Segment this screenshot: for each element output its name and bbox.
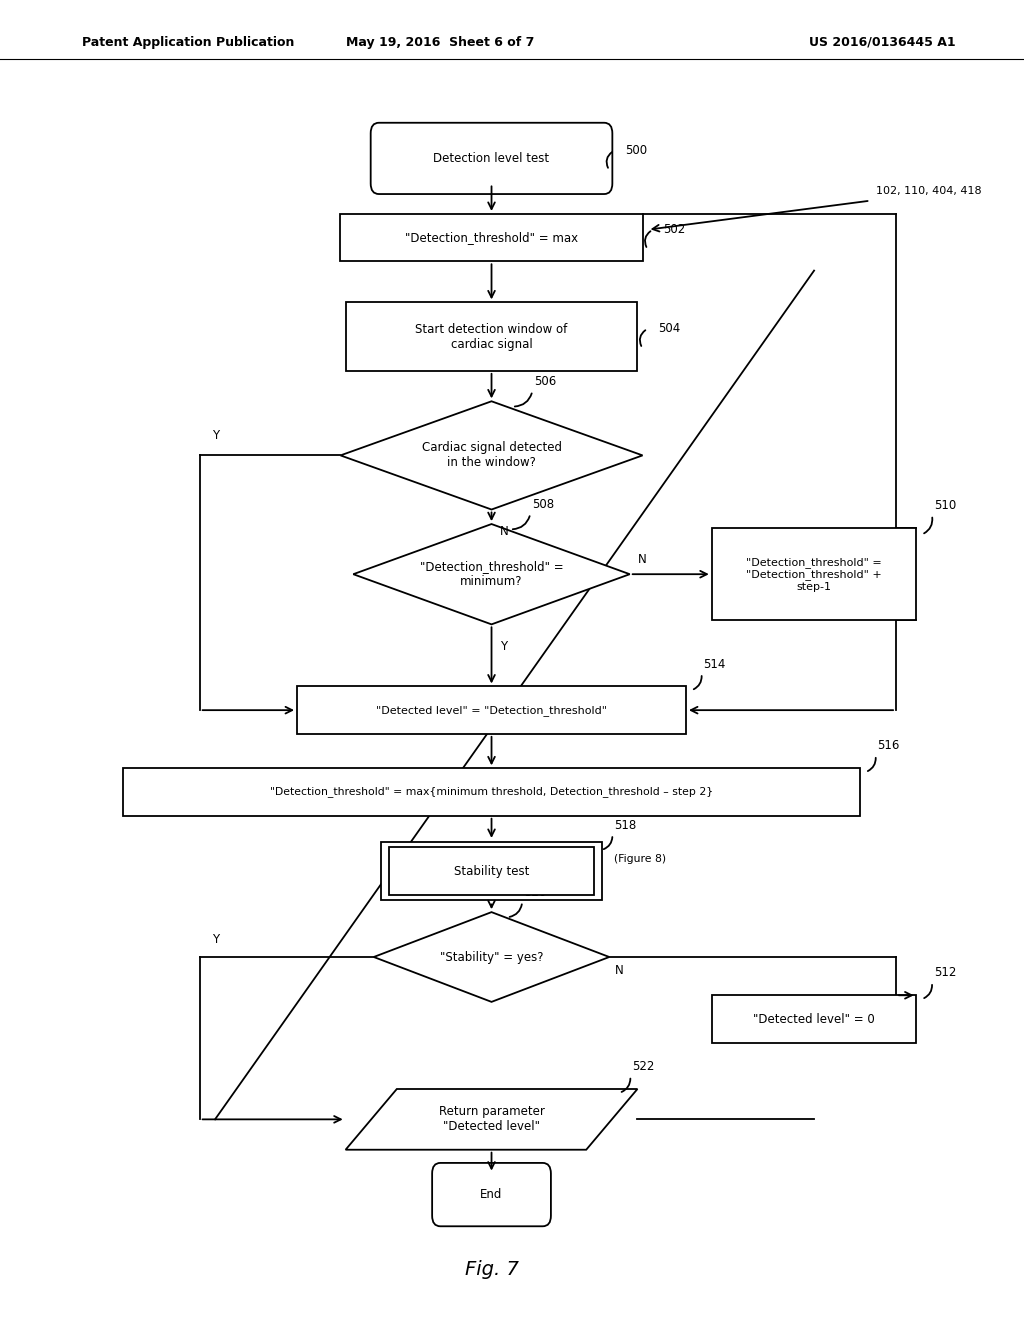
Text: Stability test: Stability test: [454, 865, 529, 878]
Text: Patent Application Publication: Patent Application Publication: [82, 36, 294, 49]
Bar: [712, 995, 916, 1043]
Text: US 2016/0136445 A1: US 2016/0136445 A1: [809, 36, 955, 49]
Text: 504: 504: [657, 322, 680, 335]
Text: "Detection_threshold" =
"Detection_threshold" +
step-1: "Detection_threshold" = "Detection_thres…: [746, 557, 882, 591]
Text: (Figure 8): (Figure 8): [614, 854, 667, 865]
Text: N: N: [638, 553, 647, 566]
Text: "Detection_threshold" = max: "Detection_threshold" = max: [404, 231, 579, 244]
Text: 518: 518: [614, 818, 637, 832]
Text: Y: Y: [500, 640, 507, 653]
Text: 510: 510: [934, 499, 956, 512]
Text: 500: 500: [625, 144, 647, 157]
Text: 502: 502: [664, 223, 685, 236]
Bar: [346, 302, 637, 371]
Polygon shape: [345, 1089, 637, 1150]
Text: "Detected level" = "Detection_threshold": "Detected level" = "Detection_threshold": [376, 705, 607, 715]
Bar: [381, 842, 602, 900]
Text: 508: 508: [532, 498, 555, 511]
FancyBboxPatch shape: [371, 123, 612, 194]
Bar: [340, 214, 643, 261]
Text: 520: 520: [524, 886, 547, 899]
Text: "Stability" = yes?: "Stability" = yes?: [439, 950, 544, 964]
Text: "Detection_threshold" = max{minimum threshold, Detection_threshold – step 2}: "Detection_threshold" = max{minimum thre…: [270, 787, 713, 797]
Text: "Detected level" = 0: "Detected level" = 0: [754, 1012, 874, 1026]
Bar: [123, 768, 860, 816]
Polygon shape: [353, 524, 630, 624]
Bar: [712, 528, 916, 620]
Text: Detection level test: Detection level test: [433, 152, 550, 165]
Text: 522: 522: [632, 1060, 654, 1073]
Bar: [389, 847, 594, 895]
Text: Y: Y: [212, 429, 219, 442]
Text: Cardiac signal detected
in the window?: Cardiac signal detected in the window?: [422, 441, 561, 470]
Text: 514: 514: [703, 657, 726, 671]
Text: 506: 506: [535, 375, 557, 388]
Polygon shape: [340, 401, 643, 510]
Text: 102, 110, 404, 418: 102, 110, 404, 418: [876, 186, 981, 197]
Text: N: N: [614, 964, 624, 977]
Bar: [297, 686, 686, 734]
Text: N: N: [500, 525, 509, 539]
Text: End: End: [480, 1188, 503, 1201]
Text: "Detection_threshold" =
minimum?: "Detection_threshold" = minimum?: [420, 560, 563, 589]
FancyBboxPatch shape: [432, 1163, 551, 1226]
Text: 512: 512: [934, 966, 956, 979]
Text: Return parameter
"Detected level": Return parameter "Detected level": [438, 1105, 545, 1134]
Text: Y: Y: [212, 933, 219, 946]
Polygon shape: [374, 912, 609, 1002]
Text: 516: 516: [878, 739, 900, 752]
Text: Start detection window of
cardiac signal: Start detection window of cardiac signal: [416, 322, 567, 351]
Text: May 19, 2016  Sheet 6 of 7: May 19, 2016 Sheet 6 of 7: [346, 36, 535, 49]
Text: Fig. 7: Fig. 7: [465, 1261, 518, 1279]
